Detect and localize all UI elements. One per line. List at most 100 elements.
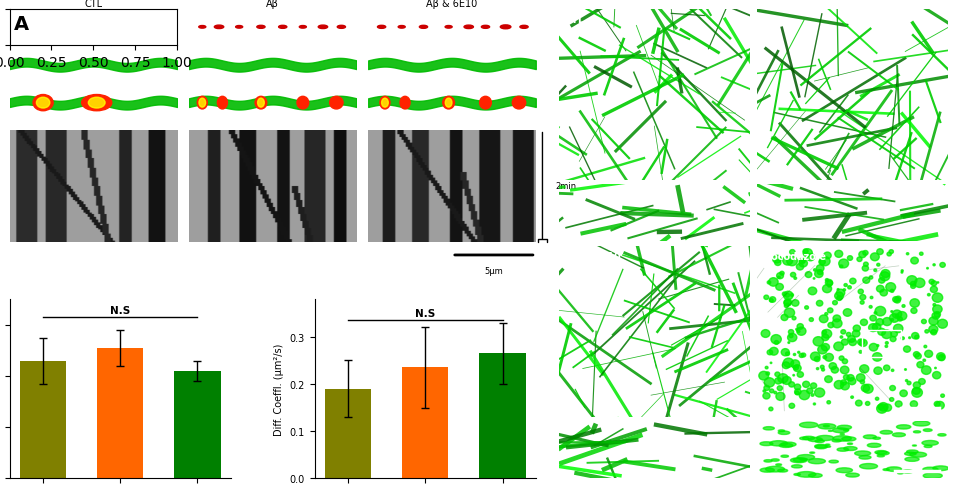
Text: 5μm: 5μm (485, 266, 503, 276)
Circle shape (930, 286, 938, 293)
Circle shape (786, 352, 789, 356)
Circle shape (794, 473, 800, 475)
Circle shape (879, 272, 890, 281)
Circle shape (797, 327, 806, 336)
Circle shape (869, 324, 878, 332)
Circle shape (811, 394, 814, 396)
Bar (601, 41, 654, 64)
Text: N.S: N.S (110, 305, 130, 315)
Circle shape (910, 299, 920, 307)
Circle shape (863, 435, 877, 439)
Circle shape (938, 355, 945, 361)
Circle shape (768, 278, 778, 286)
Bar (606, 281, 660, 304)
Circle shape (818, 346, 828, 354)
Ellipse shape (337, 26, 346, 29)
Circle shape (880, 290, 887, 296)
Circle shape (790, 294, 793, 297)
Circle shape (843, 309, 852, 317)
Title: CTL: CTL (84, 0, 103, 9)
Circle shape (915, 279, 924, 288)
Circle shape (818, 424, 835, 429)
Circle shape (912, 388, 923, 397)
Circle shape (778, 277, 780, 279)
Circle shape (885, 342, 888, 345)
Circle shape (874, 269, 877, 272)
Circle shape (924, 473, 943, 479)
Circle shape (931, 330, 937, 335)
Circle shape (825, 376, 833, 383)
Circle shape (813, 337, 824, 346)
Circle shape (877, 249, 883, 255)
Circle shape (892, 310, 901, 319)
Circle shape (778, 374, 788, 383)
Circle shape (902, 470, 913, 473)
Circle shape (829, 363, 836, 369)
Circle shape (860, 320, 868, 326)
Circle shape (833, 436, 852, 441)
Circle shape (889, 250, 894, 254)
Text: CTL: CTL (564, 15, 584, 25)
Circle shape (905, 380, 908, 382)
Circle shape (781, 349, 789, 356)
Circle shape (810, 352, 820, 361)
Circle shape (929, 325, 938, 334)
Circle shape (778, 430, 785, 432)
Circle shape (767, 281, 771, 285)
Ellipse shape (377, 26, 386, 29)
Ellipse shape (445, 99, 452, 108)
Circle shape (911, 285, 916, 289)
Circle shape (828, 285, 831, 287)
Circle shape (894, 325, 903, 333)
Circle shape (860, 380, 864, 384)
Circle shape (920, 253, 924, 256)
Ellipse shape (481, 26, 490, 29)
Circle shape (869, 306, 872, 308)
Circle shape (828, 323, 833, 328)
Circle shape (894, 298, 901, 304)
Circle shape (890, 314, 899, 323)
Circle shape (924, 346, 926, 348)
Circle shape (863, 263, 868, 267)
Circle shape (826, 446, 831, 447)
Circle shape (788, 382, 794, 387)
Circle shape (805, 306, 809, 309)
Circle shape (896, 297, 901, 302)
Circle shape (822, 368, 825, 371)
Circle shape (941, 355, 944, 357)
Circle shape (829, 430, 833, 431)
Circle shape (792, 317, 796, 320)
Circle shape (760, 468, 774, 472)
Circle shape (797, 372, 804, 378)
Circle shape (820, 366, 824, 369)
Circle shape (874, 367, 882, 375)
Circle shape (794, 384, 801, 390)
Circle shape (763, 393, 770, 399)
Circle shape (904, 452, 916, 455)
Circle shape (929, 280, 934, 285)
Circle shape (840, 336, 843, 339)
Circle shape (915, 335, 919, 339)
Circle shape (848, 286, 852, 289)
Circle shape (814, 270, 823, 278)
Circle shape (803, 382, 810, 387)
Circle shape (875, 450, 887, 454)
Ellipse shape (33, 95, 53, 112)
Circle shape (785, 308, 794, 318)
Circle shape (877, 264, 879, 266)
Circle shape (870, 316, 877, 322)
Circle shape (790, 458, 807, 463)
Circle shape (877, 285, 884, 292)
Circle shape (913, 382, 921, 388)
Circle shape (834, 292, 843, 300)
Circle shape (926, 268, 928, 269)
Ellipse shape (279, 26, 286, 29)
Bar (97, 348, 144, 478)
Circle shape (860, 295, 866, 300)
Circle shape (869, 344, 878, 351)
Circle shape (833, 315, 840, 322)
Circle shape (807, 388, 813, 394)
Circle shape (848, 256, 853, 261)
Circle shape (801, 353, 806, 357)
Circle shape (771, 335, 782, 344)
